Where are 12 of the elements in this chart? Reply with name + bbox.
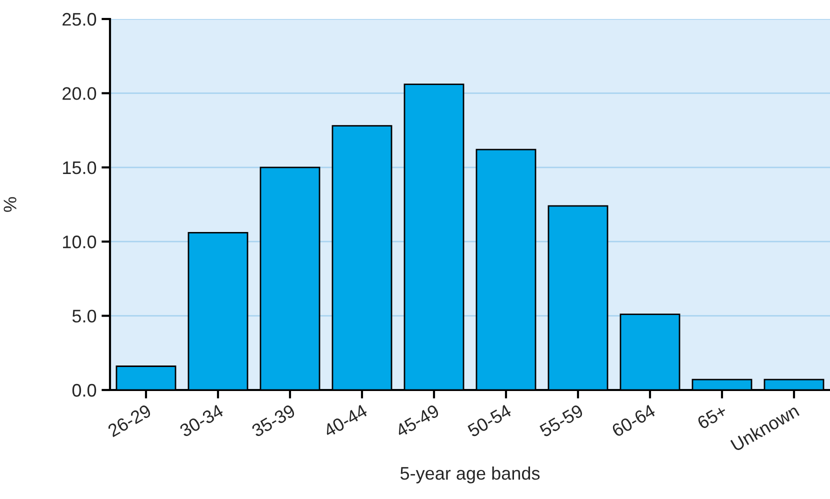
x-tick-label: 65+	[696, 404, 728, 430]
x-axis-title: 5-year age bands	[400, 466, 540, 484]
y-axis-title: %	[4, 197, 16, 212]
y-tick-label: 0.0	[72, 384, 96, 397]
y-tick-label: 10.0	[63, 236, 96, 248]
y-tick-label: 25.0	[62, 12, 96, 26]
y-tick-label: 5.0	[72, 310, 96, 323]
x-tick-label: 35-39	[250, 404, 296, 438]
y-tick-label: 15.0	[63, 161, 96, 174]
y-tick-label: 20.0	[62, 87, 96, 100]
x-tick-label: 40-44	[322, 404, 368, 438]
x-tick-label: 45-49	[394, 404, 440, 438]
